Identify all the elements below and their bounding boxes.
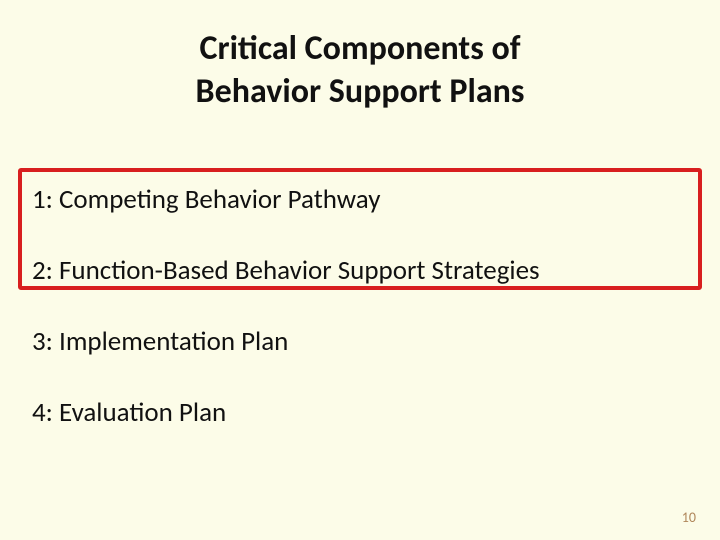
list-item: 2: Function-Based Behavior Support Strat… — [30, 246, 690, 295]
component-list: 1: Competing Behavior Pathway 2: Functio… — [30, 175, 690, 459]
list-item: 4: Evaluation Plan — [30, 388, 690, 437]
title-line-2: Behavior Support Plans — [0, 71, 720, 114]
slide-title: Critical Components of Behavior Support … — [0, 0, 720, 113]
page-number: 10 — [682, 509, 696, 526]
list-item: 3: Implementation Plan — [30, 317, 690, 366]
list-item: 1: Competing Behavior Pathway — [30, 175, 690, 224]
title-line-1: Critical Components of — [0, 28, 720, 71]
